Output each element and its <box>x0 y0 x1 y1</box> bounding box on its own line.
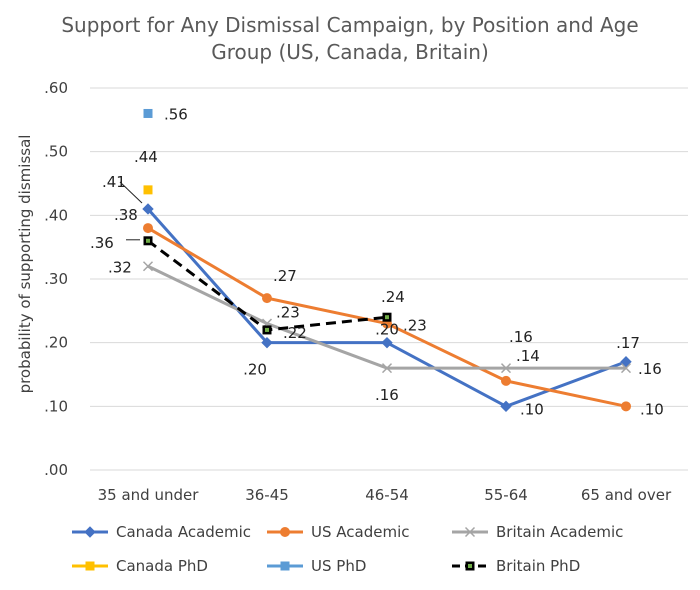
britain-phd-data-label: .36 <box>90 234 114 252</box>
y-tick-label: .60 <box>44 79 68 97</box>
britain-academic-point <box>620 363 632 374</box>
canada-academic-point <box>620 356 632 368</box>
us-academic-data-label: .10 <box>640 400 664 418</box>
canada-academic-line <box>146 207 627 408</box>
legend-label-britain-phd: Britain PhD <box>496 557 580 575</box>
britain-phd-data-label: .24 <box>381 288 405 306</box>
legend-swatch-marker <box>464 526 476 538</box>
data-labels: .41 .20 .20 .10 .17 .38 .27 .23 .14 .10 .32 .23 .16.… <box>90 105 664 418</box>
britain-academic-point-stroke <box>142 261 154 272</box>
canada-academic-data-label: .41 <box>102 173 126 191</box>
britain-academic-point <box>381 363 393 374</box>
britain-academic-point-stroke <box>381 363 393 374</box>
y-tick-label: .20 <box>44 334 68 352</box>
canada-academic-point <box>500 400 512 413</box>
britain-academic-data-label: .23 <box>276 304 300 322</box>
chart-title-line-2: Group (US, Canada, Britain) <box>211 40 489 64</box>
britain-academic-data-label: .16 <box>375 386 399 404</box>
chart-title: Support for Any Dismissal Campaign, by P… <box>0 12 700 66</box>
canada-phd-point <box>143 185 153 195</box>
canada-academic-point <box>142 203 154 215</box>
y-tick-label: .50 <box>44 143 68 161</box>
legend-label-britain-academic: Britain Academic <box>496 523 623 541</box>
legend-label-us-academic: US Academic <box>311 523 409 541</box>
canada-academic-data-label: .10 <box>520 400 544 418</box>
us-academic-point <box>262 293 272 304</box>
legend-label-canada-academic: Canada Academic <box>116 523 251 541</box>
britain-phd-data-label: .22 <box>283 324 307 342</box>
britain-academic-data-label: .16 <box>509 328 533 346</box>
canada-academic-data-label: .17 <box>616 334 640 352</box>
y-tick-label: .10 <box>44 397 68 415</box>
legend-swatch-marker-center <box>468 564 472 568</box>
britain-academic-data-label: .16 <box>638 360 662 378</box>
y-tick-label: .40 <box>44 206 68 224</box>
label-leader-lines <box>119 181 143 241</box>
y-axis-label: probability of supporting dismissal <box>16 135 34 394</box>
series-markers <box>142 108 632 413</box>
us-academic-data-label: .27 <box>273 267 297 285</box>
britain-academic-point-stroke <box>500 363 512 374</box>
legend-swatch-marker <box>280 561 290 571</box>
legend: Canada Academic US Academic Britain Academ… <box>72 523 623 575</box>
britain-academic-data-label: .32 <box>108 258 132 276</box>
britain-phd-point-center <box>385 315 389 320</box>
x-tick-label: 35 and under <box>98 486 200 504</box>
us-academic-data-label: .23 <box>403 317 427 335</box>
legend-label-us-phd: US PhD <box>311 557 366 575</box>
gridlines <box>90 87 688 471</box>
x-tick-label: 65 and over <box>581 486 672 504</box>
chart-title-line-1: Support for Any Dismissal Campaign, by P… <box>61 13 639 37</box>
leader-line <box>119 181 143 204</box>
canada-academic-point <box>381 336 393 349</box>
britain-academic-point <box>142 261 154 272</box>
legend-swatch-marker <box>280 527 290 537</box>
x-axis-ticks: 35 and under 36-45 46-54 55-64 65 and over <box>98 486 672 504</box>
y-tick-label: .30 <box>44 270 68 288</box>
series-lines <box>146 207 627 408</box>
britain-academic-point-stroke <box>620 363 632 374</box>
canada-academic-data-label: .20 <box>375 321 399 339</box>
us-academic-point <box>143 223 153 234</box>
y-axis-ticks: .00 .10 .20 .30 .40 .50 .60 <box>44 79 68 479</box>
canada-academic-point <box>261 336 273 349</box>
us-phd-point <box>143 108 153 118</box>
us-academic-data-label: .38 <box>114 206 138 224</box>
us-phd-data-label: .56 <box>164 105 188 123</box>
britain-phd-point-center <box>265 327 269 332</box>
x-tick-label: 55-64 <box>484 486 528 504</box>
us-academic-point <box>621 401 631 412</box>
canada-academic-data-label: .20 <box>243 361 267 379</box>
britain-academic-point <box>500 363 512 374</box>
legend-swatch-marker <box>85 561 95 571</box>
x-tick-label: 46-54 <box>365 486 409 504</box>
canada-phd-data-label: .44 <box>134 148 158 166</box>
us-academic-data-label: .14 <box>516 347 540 365</box>
y-tick-label: .00 <box>44 461 68 479</box>
x-tick-label: 36-45 <box>245 486 289 504</box>
legend-swatch-marker <box>84 526 96 538</box>
legend-label-canada-phd: Canada PhD <box>116 557 208 575</box>
us-academic-point <box>501 375 511 386</box>
legend-swatch-marker-stroke <box>464 526 476 538</box>
britain-phd-point-center <box>146 238 150 243</box>
